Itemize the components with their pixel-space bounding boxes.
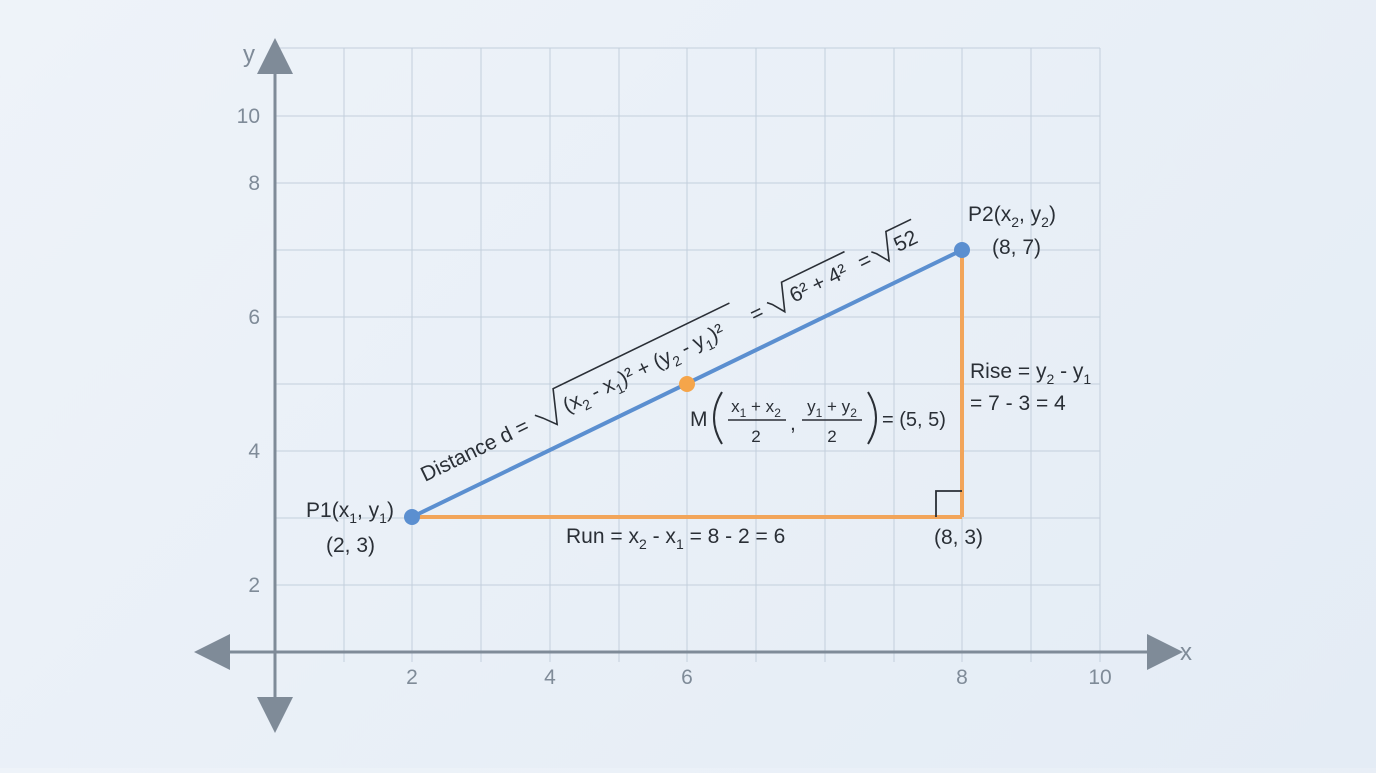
midpoint-name: M: [690, 408, 708, 431]
midpoint-comma: ,: [790, 412, 796, 435]
x-tick-label: 6: [681, 666, 693, 689]
midpoint-y-denominator: 2: [827, 427, 836, 446]
sqrt-sign-1: [534, 302, 730, 426]
p2-label: P2(x2, y2): [968, 203, 1056, 230]
y-axis-name: y: [243, 41, 255, 68]
y-tick-label: 2: [248, 574, 260, 597]
sqrt-sign-3: [871, 218, 912, 263]
rise-label: Rise = y2 - y1: [970, 360, 1091, 387]
x-tick-label: 10: [1088, 666, 1111, 689]
y-tick-label: 8: [248, 172, 260, 195]
y-tick-label: 4: [248, 440, 260, 463]
right-angle-marker: [935, 490, 962, 517]
midpoint-formula: M x1 + x2 2 , y1 + y2 2 = (5, 5): [690, 391, 946, 446]
midpoint-x-denominator: 2: [751, 427, 760, 446]
p1-label: P1(x1, y1): [306, 499, 394, 526]
y-tick-label: 10: [237, 105, 260, 128]
midpoint-x-numerator: x1 + x2: [731, 397, 781, 420]
point-p1: [404, 509, 420, 525]
distance-final: 52: [890, 226, 921, 257]
point-p2: [954, 242, 970, 258]
corner-coords: (8, 3): [934, 526, 983, 549]
p2-coords: (8, 7): [992, 236, 1041, 259]
paren-left: [713, 391, 723, 445]
x-tick-label: 2: [406, 666, 418, 689]
distance-formula: Distance d = (x2 - x1)² + (y2 - y1)² = 6…: [417, 218, 921, 486]
x-tick-label: 8: [956, 666, 968, 689]
run-label: Run = x2 - x1 = 8 - 2 = 6: [566, 525, 785, 552]
midpoint-y-numerator: y1 + y2: [807, 397, 857, 420]
distance-equals-1: =: [746, 301, 767, 327]
x-axis-name: x: [1180, 639, 1192, 666]
midpoint-value: = (5, 5): [882, 409, 946, 431]
midpoint-m: [679, 376, 695, 392]
rise-result: = 7 - 3 = 4: [970, 392, 1066, 415]
paren-right: [867, 391, 877, 445]
y-tick-label: 6: [248, 306, 260, 329]
distance-middle: 6² + 4²: [786, 260, 851, 307]
x-tick-label: 4: [544, 666, 556, 689]
p1-coords: (2, 3): [326, 534, 375, 557]
sqrt-sign-2: [766, 250, 845, 314]
